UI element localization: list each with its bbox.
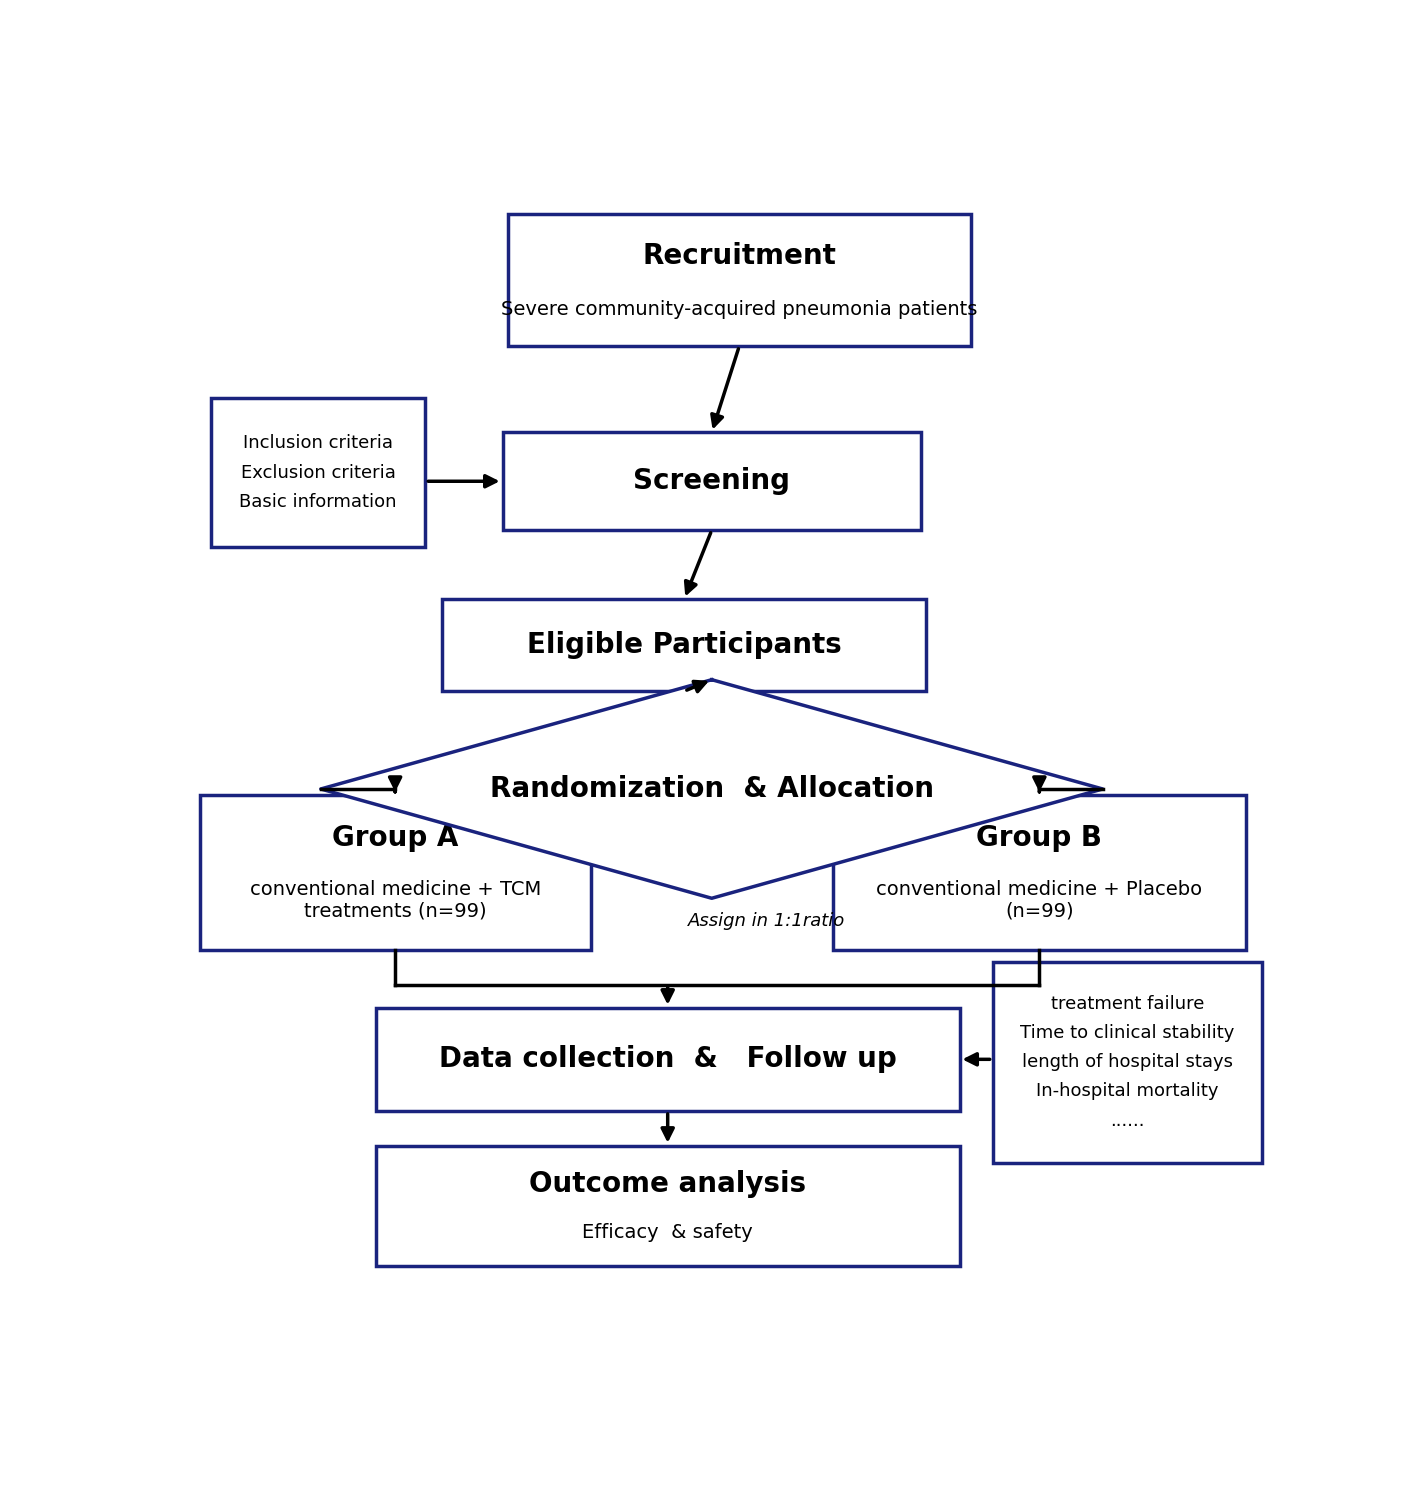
Text: Group A: Group A (333, 825, 459, 852)
Bar (210, 397, 425, 547)
Polygon shape (321, 680, 1103, 898)
Bar (503, 432, 921, 530)
Text: Inclusion criteria
Exclusion criteria
Basic information: Inclusion criteria Exclusion criteria Ba… (239, 435, 396, 511)
Text: Assign in 1:1ratio: Assign in 1:1ratio (688, 911, 845, 931)
Text: Efficacy  & safety: Efficacy & safety (583, 1224, 753, 1242)
Bar (199, 795, 591, 950)
Text: Randomization  & Allocation: Randomization & Allocation (490, 775, 934, 802)
Text: conventional medicine + TCM
treatments (n=99): conventional medicine + TCM treatments (… (250, 880, 541, 920)
Text: Group B: Group B (976, 825, 1103, 852)
Text: Eligible Participants: Eligible Participants (527, 630, 841, 659)
Text: Data collection  &   Follow up: Data collection & Follow up (439, 1046, 897, 1073)
Text: Screening: Screening (634, 468, 790, 495)
Bar (375, 1007, 959, 1112)
Bar (509, 214, 971, 347)
Text: treatment failure
Time to clinical stability
length of hospital stays
In-hospita: treatment failure Time to clinical stabi… (1020, 995, 1235, 1129)
Text: Severe community-acquired pneumonia patients: Severe community-acquired pneumonia pati… (502, 299, 978, 318)
Text: conventional medicine + Placebo
(n=99): conventional medicine + Placebo (n=99) (877, 880, 1202, 920)
Bar (992, 962, 1262, 1162)
Bar (375, 1146, 959, 1267)
Text: Outcome analysis: Outcome analysis (529, 1170, 806, 1198)
Bar (833, 795, 1246, 950)
Bar (442, 599, 926, 692)
Text: Recruitment: Recruitment (642, 242, 836, 270)
